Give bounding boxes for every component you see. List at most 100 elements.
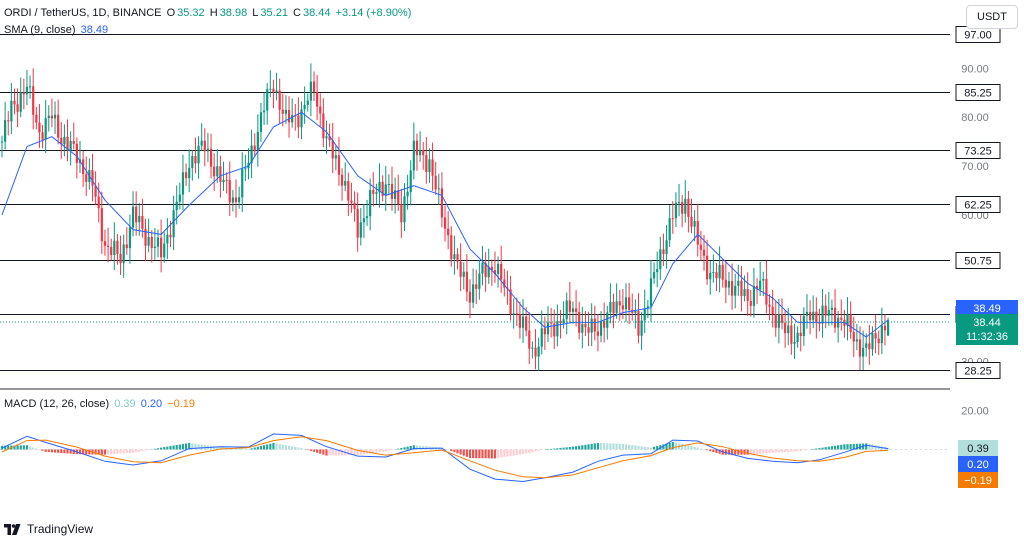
- candle-body: [188, 167, 191, 179]
- macd-histogram-bar: [100, 449, 103, 455]
- candle-body: [256, 131, 259, 152]
- macd-histogram-bar: [500, 449, 503, 458]
- macd-legend[interactable]: MACD (12, 26, close) 0.39 0.20 −0.19: [4, 398, 197, 410]
- candle-body: [472, 284, 475, 303]
- macd-histogram-bar: [291, 446, 294, 450]
- macd-histogram-bar: [125, 449, 128, 454]
- price-axis[interactable]: 10.0020.0030.0040.0050.0060.0070.0080.00…: [950, 0, 1024, 489]
- macd-line-value: 0.20: [140, 398, 163, 410]
- candle-body: [141, 215, 144, 229]
- macd-histogram-bar: [671, 441, 674, 450]
- candle-body: [693, 221, 696, 227]
- candle-body: [44, 118, 47, 140]
- candle-body: [153, 246, 156, 248]
- macd-histogram-bar: [752, 449, 756, 455]
- candle-body: [437, 188, 440, 190]
- candle-body: [350, 200, 353, 203]
- currency-button[interactable]: USDT: [966, 5, 1018, 29]
- candle-body: [852, 332, 855, 342]
- macd-histogram-bar: [855, 443, 858, 450]
- candle-body: [621, 305, 624, 310]
- macd-histogram-bar: [603, 443, 606, 450]
- macd-histogram-bar: [780, 449, 784, 453]
- macd-histogram-bar: [637, 445, 640, 450]
- macd-histogram-bar: [571, 446, 575, 450]
- candle-body: [394, 190, 397, 199]
- macd-histogram-bar: [397, 448, 400, 450]
- candle-body: [241, 169, 244, 198]
- macd-hist-label: 0.39: [958, 440, 998, 456]
- macd-histogram-bar: [715, 449, 718, 453]
- macd-histogram-bar: [44, 449, 47, 452]
- level-label: 50.75: [964, 256, 992, 268]
- macd-histogram-bar: [546, 449, 550, 450]
- macd-histogram-bar: [865, 443, 868, 450]
- open-value: 35.32: [177, 7, 205, 19]
- macd-histogram-bar: [512, 449, 515, 456]
- candle-body: [459, 261, 462, 277]
- candle-body: [412, 140, 415, 171]
- candle-body: [862, 347, 865, 357]
- level-label: 85.25: [964, 88, 992, 100]
- svg-text:0.20: 0.20: [967, 459, 988, 471]
- macd-histogram-bar: [166, 446, 169, 450]
- macd-histogram-bar: [141, 449, 144, 452]
- candle-body: [322, 113, 325, 139]
- macd-histogram-bar: [35, 448, 38, 450]
- candle-body: [855, 339, 858, 342]
- tradingview-footer[interactable]: TradingView: [4, 522, 93, 536]
- candle-body: [690, 216, 693, 227]
- sma-legend[interactable]: SMA (9, close) 38.49: [4, 24, 110, 36]
- candle-body: [238, 197, 241, 203]
- candle-body: [100, 208, 103, 242]
- macd-histogram-bar: [184, 443, 188, 450]
- macd-histogram-bar: [384, 449, 387, 452]
- macd-histogram-bar: [103, 449, 107, 455]
- macd-histogram-bar: [82, 449, 85, 455]
- macd-histogram-bar: [734, 449, 737, 455]
- svg-text:0.39: 0.39: [967, 443, 988, 455]
- macd-histogram-bar: [309, 449, 312, 451]
- candle-body: [684, 198, 687, 214]
- macd-histogram-bar: [634, 445, 637, 450]
- candle-body: [10, 100, 13, 122]
- macd-histogram-bar: [531, 449, 534, 453]
- candle-body: [415, 140, 419, 156]
- candle-body: [787, 325, 790, 334]
- candle-body: [63, 136, 66, 145]
- candle-body: [553, 323, 556, 337]
- candle-body: [128, 227, 132, 249]
- candle-body: [262, 110, 266, 113]
- candle-body: [53, 114, 57, 119]
- candle-body: [515, 313, 518, 315]
- candle-body: [222, 179, 225, 183]
- macd-histogram-bar: [827, 446, 830, 450]
- macd-histogram-bar: [443, 448, 447, 450]
- macd-histogram-bar: [840, 444, 843, 450]
- macd-histogram-bar: [409, 445, 412, 450]
- macd-histogram-bar: [72, 449, 75, 454]
- level-label-box: [955, 196, 1001, 213]
- macd-histogram-bar: [453, 449, 456, 453]
- candle-body: [353, 202, 356, 209]
- chart-pane[interactable]: 2024FebMarAprMayJunJulAug: [0, 0, 950, 489]
- macd-histogram-bar: [771, 449, 774, 453]
- candle-body: [687, 198, 690, 217]
- candle-body: [163, 243, 166, 258]
- candle-body: [599, 320, 603, 336]
- macd-histogram-bar: [696, 447, 699, 450]
- last-price-label: 38.44 11:32:36: [956, 314, 1018, 345]
- candle-body: [406, 191, 409, 197]
- candle-body: [827, 309, 830, 316]
- candle-body: [331, 140, 334, 159]
- candle-body: [765, 278, 768, 305]
- macd-histogram-bar: [868, 444, 871, 450]
- candle-body: [275, 90, 278, 93]
- macd-histogram-bar: [259, 445, 263, 450]
- macd-histogram-bar: [681, 444, 684, 450]
- macd-histogram-bar: [587, 444, 590, 450]
- macd-histogram-bar: [525, 449, 528, 454]
- candle-body: [365, 216, 369, 219]
- macd-histogram-bar: [665, 443, 668, 450]
- macd-histogram-bar: [774, 449, 777, 453]
